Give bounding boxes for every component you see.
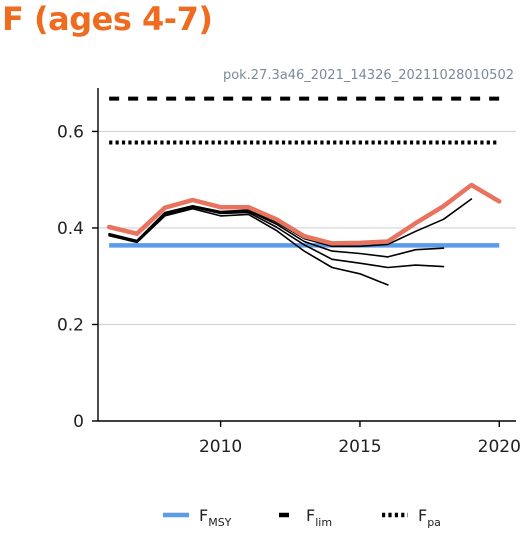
y-tick-label-2: 0.4 bbox=[57, 219, 84, 239]
legend-label-flim: Flim bbox=[306, 506, 332, 529]
legend-label-fpa: Fpa bbox=[418, 506, 441, 529]
chart-caption: pok.27.3a46_2021_14326_20211028010502 bbox=[222, 68, 514, 83]
x-tick-label-0: 2010 bbox=[199, 437, 242, 457]
legend: FMSY Flim Fpa bbox=[163, 506, 441, 529]
chart-title: F (ages 4-7) bbox=[2, 0, 213, 38]
axes bbox=[97, 88, 516, 422]
y-tick-label-0: 0 bbox=[73, 412, 84, 432]
y-tick-label-3: 0.6 bbox=[57, 122, 84, 142]
series-line-0 bbox=[108, 207, 389, 286]
tick-labels: 0 0.2 0.4 0.6 2010 2015 2020 bbox=[57, 122, 521, 457]
x-tick-label-2: 2020 bbox=[478, 437, 521, 457]
series-line-3 bbox=[108, 198, 473, 248]
grid-lines bbox=[98, 130, 516, 326]
series-lines bbox=[106, 182, 502, 286]
x-tick-label-1: 2015 bbox=[338, 437, 381, 457]
y-tick-label-1: 0.2 bbox=[57, 315, 84, 335]
series-line-4 bbox=[106, 182, 502, 246]
reference-lines bbox=[109, 96, 500, 248]
legend-label-fmsy: FMSY bbox=[199, 506, 232, 529]
